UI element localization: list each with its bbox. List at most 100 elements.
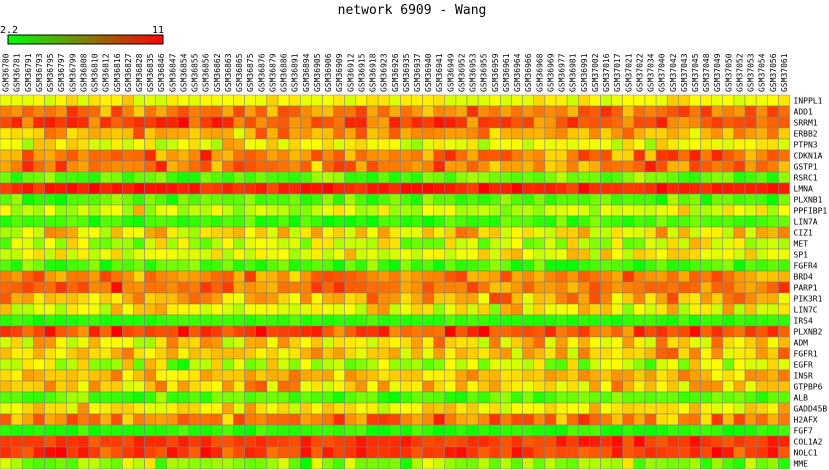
heatmap-cell bbox=[400, 270, 412, 283]
heatmap-cell bbox=[333, 127, 345, 140]
heatmap-cell bbox=[733, 446, 746, 459]
heatmap-cell bbox=[288, 347, 301, 360]
heatmap-cell bbox=[722, 358, 735, 371]
row-label: LIN7C bbox=[794, 306, 818, 315]
heatmap-cell bbox=[77, 336, 90, 349]
heatmap-cell bbox=[400, 325, 412, 338]
heatmap-cell bbox=[211, 215, 223, 228]
heatmap-cell bbox=[733, 116, 746, 129]
heatmap-cell bbox=[55, 358, 67, 371]
heatmap-cell bbox=[44, 105, 56, 118]
heatmap-cell bbox=[211, 149, 223, 162]
heatmap-cell bbox=[277, 435, 290, 448]
heatmap-cell bbox=[689, 358, 701, 371]
heatmap-cell bbox=[277, 138, 290, 151]
heatmap-cell bbox=[633, 160, 646, 173]
heatmap-cell bbox=[88, 336, 101, 349]
heatmap-cell bbox=[311, 182, 323, 195]
heatmap-cell bbox=[555, 336, 568, 349]
heatmap-cell bbox=[322, 160, 334, 173]
heatmap-cell bbox=[744, 402, 757, 415]
heatmap-cell bbox=[577, 193, 590, 206]
heatmap-cell bbox=[144, 457, 156, 470]
heatmap-cell bbox=[767, 435, 779, 448]
heatmap-cell bbox=[222, 149, 234, 162]
heatmap-cell bbox=[133, 391, 145, 404]
heatmap-cell bbox=[678, 347, 690, 360]
heatmap-cell bbox=[600, 204, 612, 217]
heatmap-cell bbox=[489, 424, 501, 437]
heatmap-cell bbox=[433, 215, 446, 228]
heatmap-cell bbox=[444, 325, 457, 338]
heatmap-cell bbox=[333, 237, 345, 250]
heatmap-cell bbox=[511, 369, 523, 382]
heatmap-cell bbox=[10, 160, 23, 173]
heatmap-cell bbox=[644, 149, 657, 162]
column-label: GSM36876 bbox=[257, 53, 266, 92]
heatmap-cell bbox=[455, 259, 468, 272]
heatmap-cell bbox=[500, 292, 512, 305]
column-label: GSM36969 bbox=[546, 53, 555, 92]
heatmap-cell bbox=[477, 226, 490, 239]
heatmap-cell bbox=[533, 237, 546, 250]
heatmap-cell bbox=[366, 94, 379, 107]
heatmap-cell bbox=[44, 204, 56, 217]
heatmap-cell bbox=[722, 226, 735, 239]
heatmap-cell bbox=[244, 446, 257, 459]
heatmap-cell bbox=[589, 281, 601, 294]
heatmap-cell bbox=[266, 116, 279, 129]
heatmap-cell bbox=[255, 149, 268, 162]
heatmap-cell bbox=[211, 347, 223, 360]
column-label: GSM37049 bbox=[713, 53, 722, 92]
heatmap-cell bbox=[44, 402, 56, 415]
heatmap-cell bbox=[299, 149, 312, 162]
heatmap-cell bbox=[511, 105, 523, 118]
heatmap-cell bbox=[277, 336, 290, 349]
heatmap-cell bbox=[211, 193, 223, 206]
heatmap-cell bbox=[77, 457, 90, 470]
heatmap-cell bbox=[566, 358, 579, 371]
heatmap-cell bbox=[33, 380, 45, 393]
heatmap-cell bbox=[211, 391, 223, 404]
heatmap-cell bbox=[33, 105, 45, 118]
heatmap-cell bbox=[366, 336, 379, 349]
heatmap-cell bbox=[511, 424, 523, 437]
heatmap-cell bbox=[744, 281, 757, 294]
heatmap-cell bbox=[66, 402, 79, 415]
column-label: GSM36937 bbox=[413, 53, 422, 92]
heatmap-cell bbox=[299, 105, 312, 118]
heatmap-cell bbox=[266, 193, 279, 206]
heatmap-cell bbox=[678, 325, 690, 338]
heatmap-cell bbox=[489, 391, 501, 404]
heatmap-cell bbox=[744, 204, 757, 217]
heatmap-cell bbox=[678, 138, 690, 151]
heatmap-cell bbox=[455, 171, 468, 184]
heatmap-cell bbox=[188, 358, 201, 371]
heatmap-cell bbox=[344, 171, 357, 184]
column-label: GSM37042 bbox=[669, 53, 678, 92]
heatmap-cell bbox=[244, 116, 257, 129]
heatmap-cell bbox=[311, 215, 323, 228]
heatmap-cell bbox=[655, 259, 668, 272]
heatmap-cell bbox=[299, 193, 312, 206]
heatmap-cell bbox=[433, 281, 446, 294]
heatmap-cell bbox=[700, 182, 712, 195]
heatmap-cell bbox=[266, 281, 279, 294]
heatmap-cell bbox=[21, 160, 34, 173]
heatmap-cell bbox=[388, 369, 401, 382]
heatmap-cell bbox=[277, 182, 290, 195]
heatmap-cell bbox=[244, 215, 257, 228]
row-label: PARP1 bbox=[794, 284, 818, 293]
heatmap-cell bbox=[733, 248, 746, 261]
heatmap-cell bbox=[322, 446, 334, 459]
column-label: GSM37052 bbox=[735, 53, 744, 92]
heatmap-cell bbox=[633, 204, 646, 217]
heatmap-cell bbox=[199, 215, 212, 228]
heatmap-cell bbox=[233, 369, 245, 382]
heatmap-cell bbox=[155, 435, 168, 448]
heatmap-cell bbox=[10, 358, 23, 371]
heatmap-cell bbox=[99, 446, 112, 459]
heatmap-cell bbox=[255, 127, 268, 140]
heatmap-cell bbox=[411, 127, 423, 140]
heatmap-cell bbox=[177, 336, 190, 349]
